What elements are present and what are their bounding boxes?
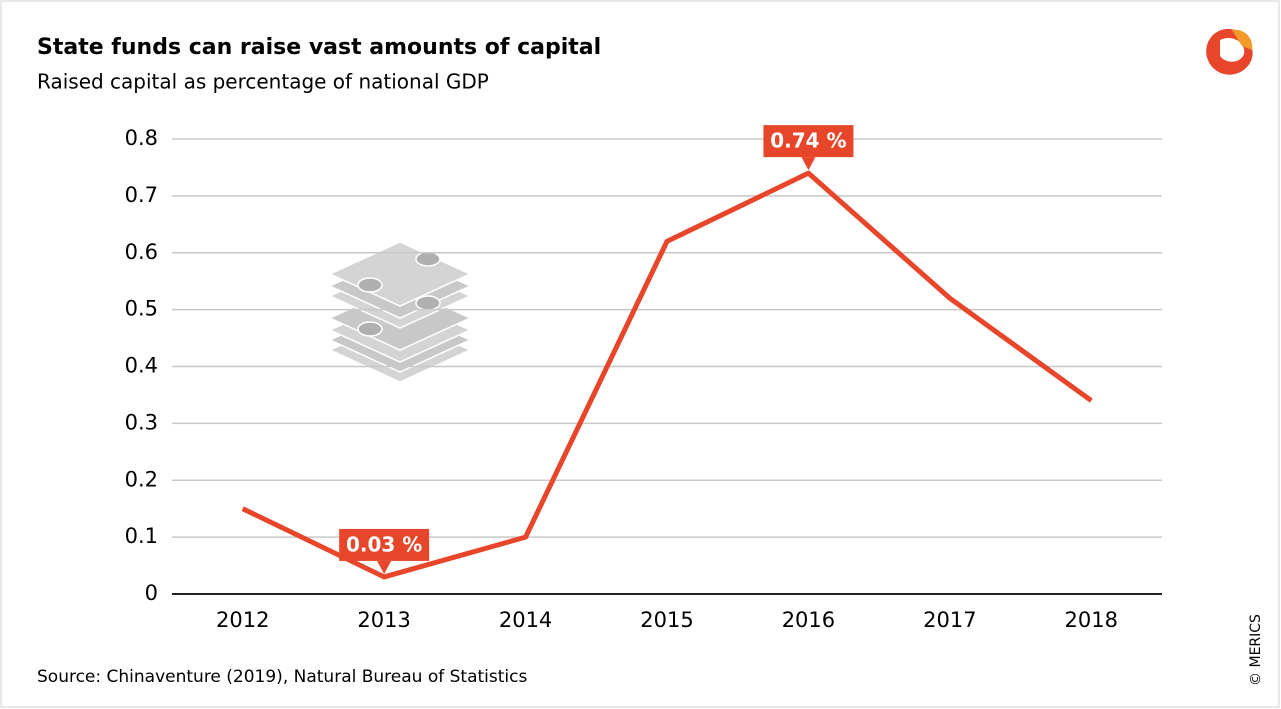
y-tick-label: 0.7 — [125, 183, 158, 207]
line — [241, 170, 1093, 580]
y-tick-label: 0.6 — [125, 240, 158, 264]
value-label-pointer — [801, 157, 816, 171]
x-tick-label: 2014 — [499, 608, 552, 632]
x-tick-label: 2013 — [357, 608, 410, 632]
x-tick-label: 2018 — [1065, 608, 1118, 632]
y-tick-label: 0.8 — [125, 126, 158, 150]
credit: © MERICS — [1248, 614, 1264, 686]
y-tick-label: 0 — [145, 581, 158, 605]
y-tick-label: 0.5 — [125, 297, 158, 321]
money-icon — [328, 241, 472, 383]
y-tick-label: 0.4 — [125, 354, 158, 378]
x-tick-label: 2012 — [216, 608, 269, 632]
x-tick-label: 2015 — [640, 608, 693, 632]
y-tick-label: 0.2 — [125, 467, 158, 491]
chart-title: State funds can raise vast amounts of ca… — [37, 35, 601, 60]
value-label-box — [339, 528, 430, 561]
value-label-box — [763, 125, 854, 158]
x-tick-label: 2016 — [782, 608, 835, 632]
value-label-pointer — [377, 560, 392, 574]
y-tick-label: 0.3 — [125, 410, 158, 434]
value-label: 0.74 % — [770, 129, 846, 153]
x-tick-label: 2017 — [923, 608, 976, 632]
value-label: 0.03 % — [346, 532, 422, 556]
y-tick-label: 0.1 — [125, 524, 158, 548]
source: Source: Chinaventure (2019), Natural Bur… — [37, 667, 527, 687]
chart-subtitle: Raised capital as percentage of national… — [37, 70, 489, 94]
logo — [1206, 28, 1253, 75]
